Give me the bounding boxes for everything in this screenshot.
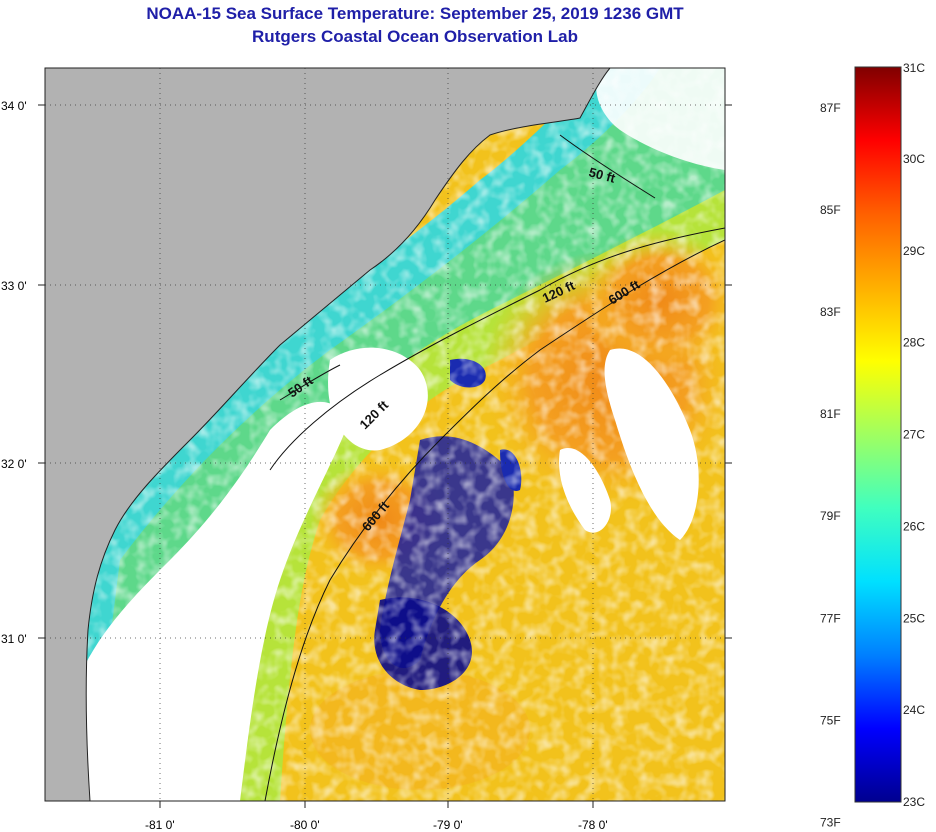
tick-marks <box>38 104 732 808</box>
colorbar-fahrenheit-scale: 87F 85F 83F 81F 79F 77F 75F 73F <box>820 101 841 830</box>
colorbar-celsius-label: 23C <box>903 795 925 809</box>
colorbar-celsius-label: 26C <box>903 519 925 533</box>
colorbar-fahrenheit-label: 85F <box>820 203 841 217</box>
colorbar-celsius-label: 27C <box>903 428 925 442</box>
contour-120ft <box>269 227 725 471</box>
colorbar-celsius-scale: 31C 30C 29C 28C 27C 26C 25C 24C 23C <box>903 61 925 809</box>
lat-label-32: 32 0' <box>1 457 27 471</box>
colorbar-celsius-label: 25C <box>903 611 925 625</box>
colorbar-fahrenheit-label: 81F <box>820 407 841 421</box>
coastline <box>85 68 611 801</box>
colorbar-celsius-label: 30C <box>903 152 925 166</box>
lat-label-34: 34 0' <box>1 99 27 113</box>
lat-label-33: 33 0' <box>1 279 27 293</box>
contour-600ft <box>264 239 725 801</box>
lon-label-79: -79 0' <box>433 818 463 832</box>
colorbar-fahrenheit-label: 73F <box>820 815 841 829</box>
colorbar-celsius-label: 28C <box>903 336 925 350</box>
lon-label-78: -78 0' <box>578 818 608 832</box>
colorbar-fahrenheit-label: 77F <box>820 611 841 625</box>
colorbar-gradient <box>854 66 902 803</box>
graticule <box>45 68 725 801</box>
colorbar-fahrenheit-label: 83F <box>820 305 841 319</box>
colorbar-fahrenheit-label: 75F <box>820 713 841 727</box>
map-title: NOAA-15 Sea Surface Temperature: Septemb… <box>146 4 684 23</box>
land-mass <box>45 68 610 801</box>
lon-label-81: -81 0' <box>145 818 175 832</box>
contour-50ft-north <box>559 134 656 199</box>
contour-label-50ft-north: 50 ft <box>587 164 617 186</box>
temperature-colorbar: 87F 85F 83F 81F 79F 77F 75F 73F 31C 30C 29C 28C 27C… <box>820 61 925 830</box>
colorbar-celsius-label: 29C <box>903 244 925 258</box>
lon-label-80: -80 0' <box>290 818 320 832</box>
colorbar-celsius-label: 24C <box>903 703 925 717</box>
colorbar-celsius-label: 31C <box>903 61 925 75</box>
map-subtitle: Rutgers Coastal Ocean Observation Lab <box>252 27 578 46</box>
contour-50ft-south <box>279 364 341 401</box>
colorbar-fahrenheit-label: 79F <box>820 509 841 523</box>
colorbar-fahrenheit-label: 87F <box>820 101 841 115</box>
map-frame <box>44 67 726 802</box>
lat-label-31: 31 0' <box>1 632 27 646</box>
sst-map: 34 0' 33 0' 32 0' 31 0' -81 0' -80 0' -7… <box>1 67 732 832</box>
